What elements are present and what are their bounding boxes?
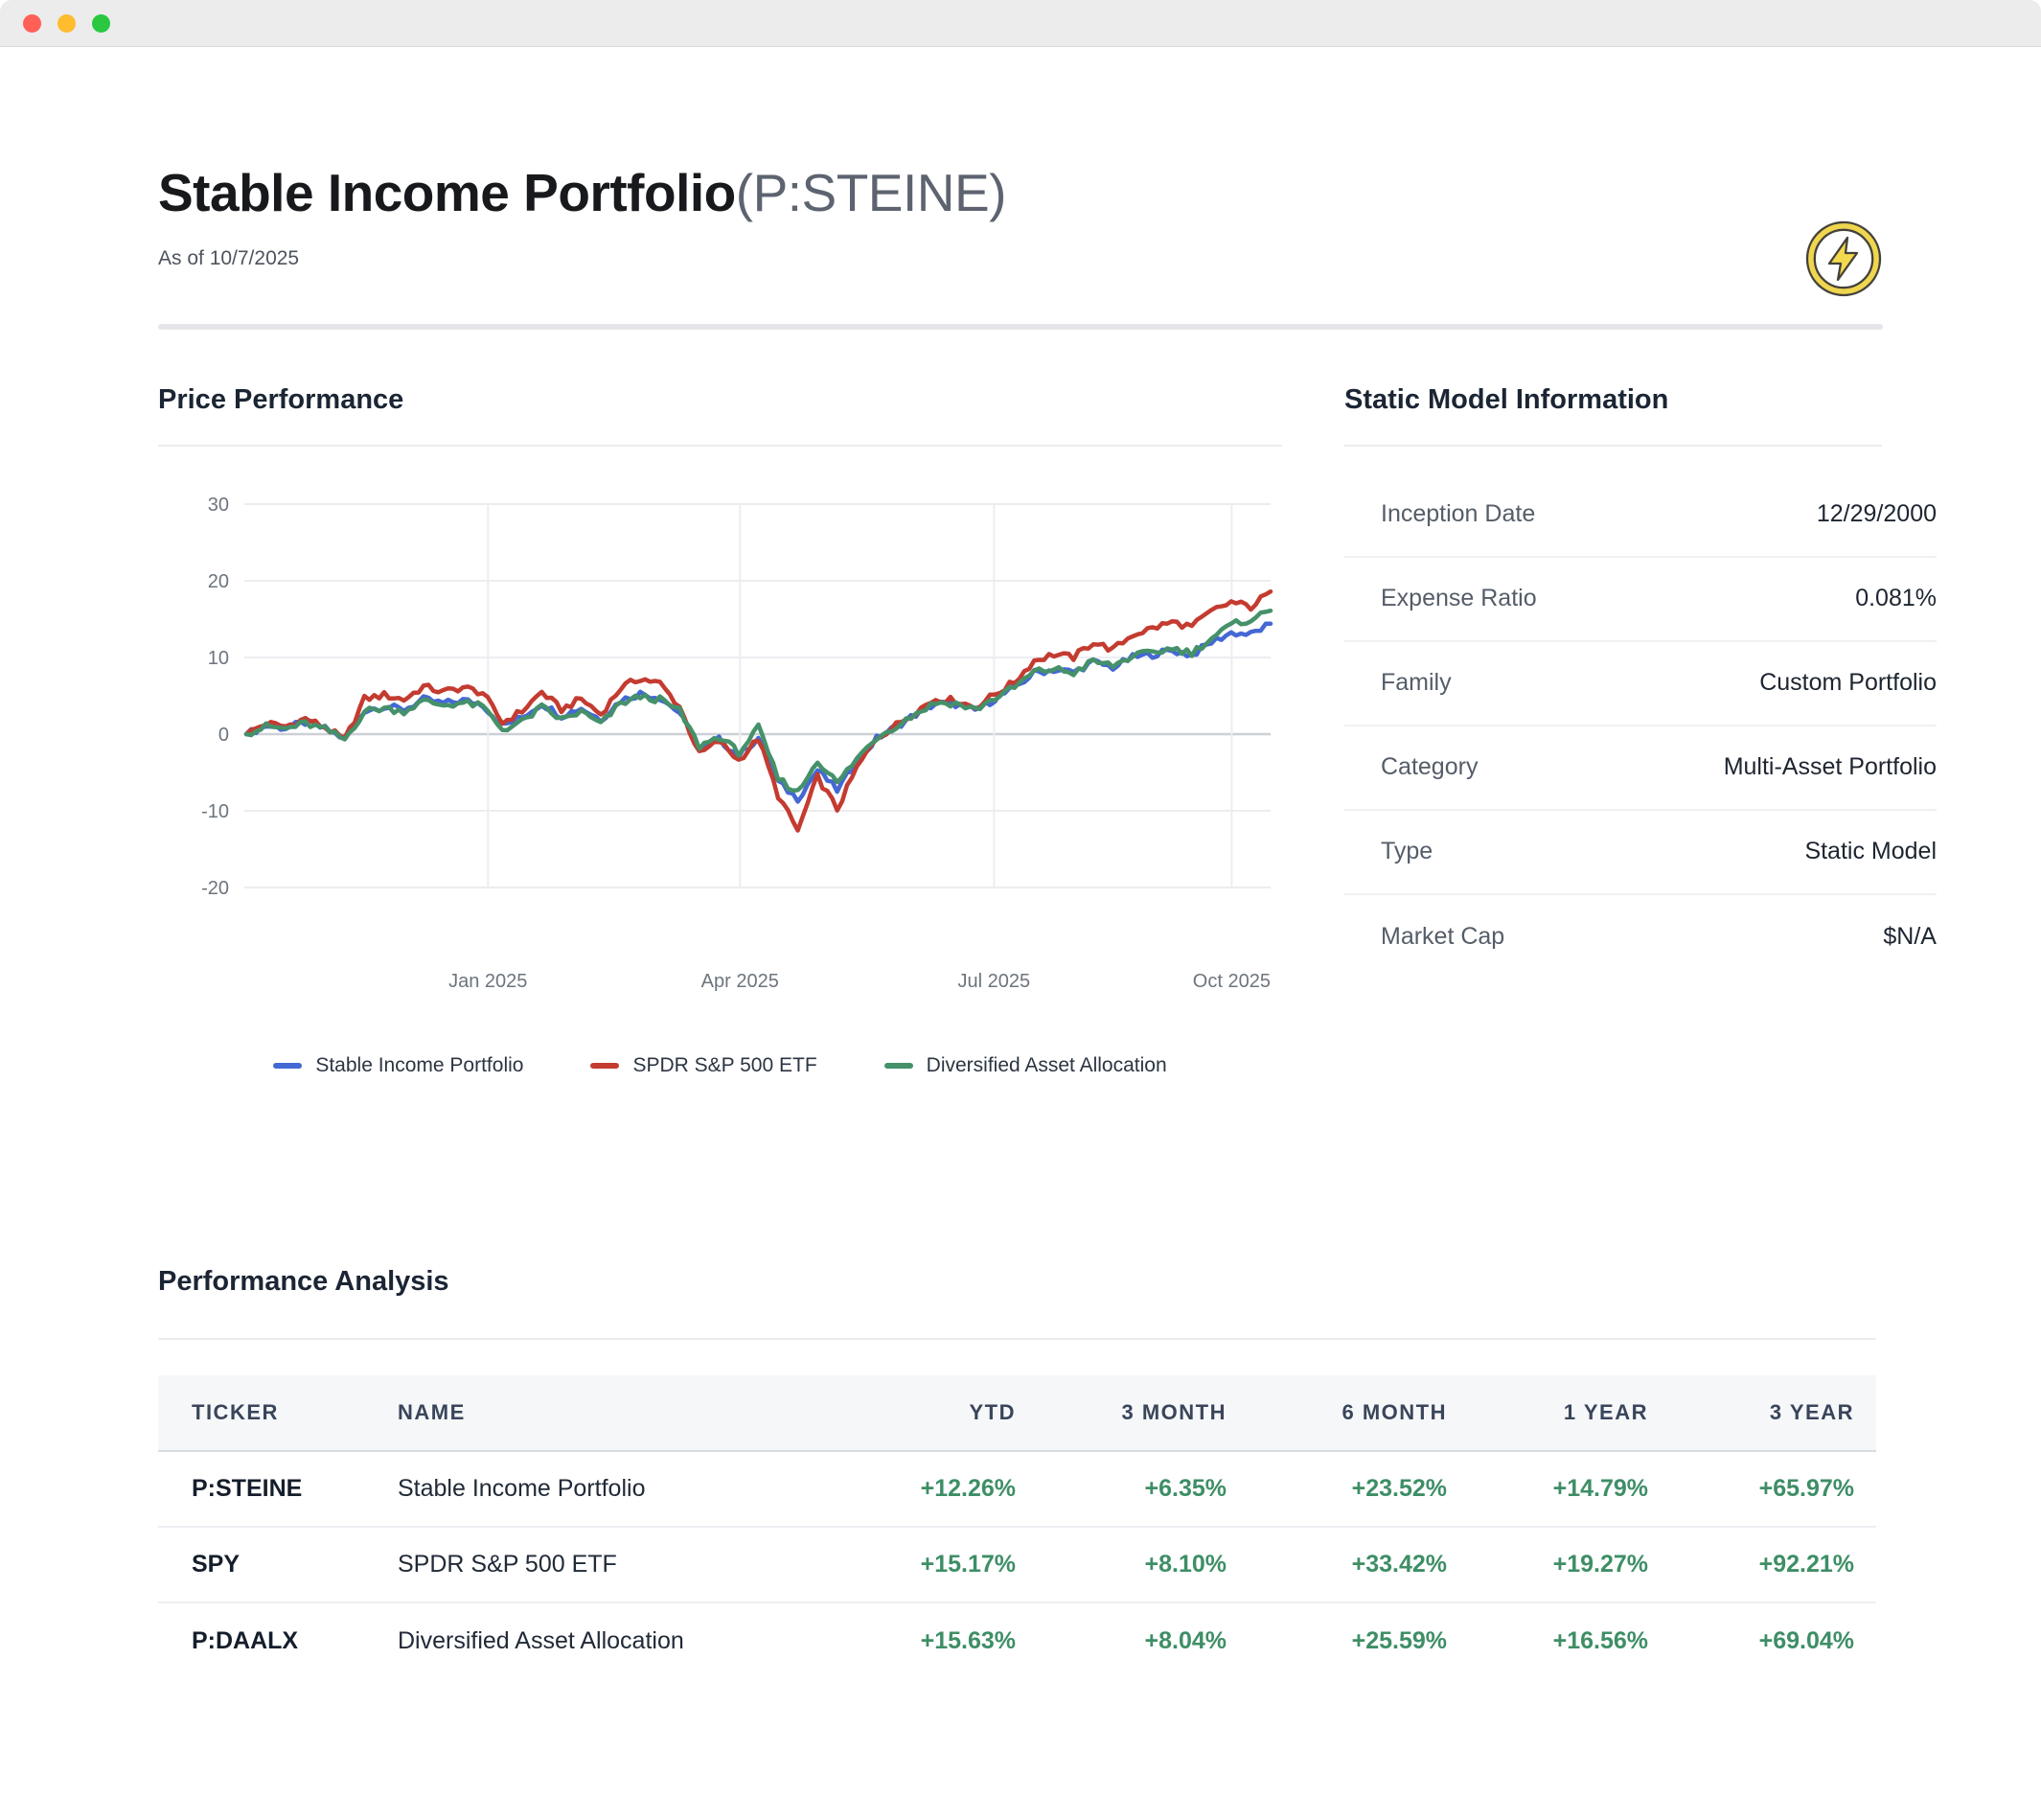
close-window-button[interactable] bbox=[23, 13, 41, 33]
return-value-cell: +15.17% bbox=[920, 1551, 1016, 1578]
model-info-value: Static Model bbox=[1804, 838, 1937, 865]
page-title: Stable Income Portfolio(P:STEINE) bbox=[158, 164, 2041, 222]
zoom-window-button[interactable] bbox=[92, 13, 110, 33]
table-row: SPY SPDR S&P 500 ETF +15.17% +8.10% +33.42% +… bbox=[158, 1528, 1876, 1604]
model-info-row: Market Cap $N/A bbox=[1344, 895, 1937, 979]
performance-table-body: P:STEINE Stable Income Portfolio +12.26% +6… bbox=[158, 1452, 1876, 1679]
column-header: 1 YEAR bbox=[1563, 1400, 1648, 1425]
header-divider bbox=[158, 323, 1883, 330]
section-title-performance-analysis: Performance Analysis bbox=[158, 1265, 449, 1297]
model-info-label: Category bbox=[1381, 753, 1479, 781]
ticker-cell: P:STEINE bbox=[192, 1475, 303, 1503]
legend-label: Stable Income Portfolio bbox=[315, 1053, 524, 1076]
x-axis-tick: Jul 2025 bbox=[958, 971, 1031, 992]
model-info-label: Expense Ratio bbox=[1381, 585, 1537, 612]
x-axis-tick: Apr 2025 bbox=[701, 971, 779, 992]
performance-analysis-section: Performance Analysis TICKER NAME YTD 3 MONT… bbox=[158, 1266, 2041, 1679]
legend-item[interactable]: Stable Income Portfolio bbox=[273, 1054, 523, 1077]
table-row: P:STEINE Stable Income Portfolio +12.26% +6… bbox=[158, 1452, 1876, 1529]
model-info-list: Inception Date 12/29/2000 Expense Ratio 0.0… bbox=[1344, 473, 1937, 979]
table-row: P:DAALX Diversified Asset Allocation +15.6… bbox=[158, 1603, 1876, 1679]
model-info-label: Inception Date bbox=[1381, 500, 1536, 528]
lightning-icon bbox=[1805, 220, 1882, 297]
model-info-value: $N/A bbox=[1883, 923, 1937, 951]
y-axis-tick: 10 bbox=[208, 648, 229, 669]
legend-swatch bbox=[883, 1062, 913, 1069]
model-info-value: Custom Portfolio bbox=[1759, 669, 1937, 697]
legend-label: SPDR S&P 500 ETF bbox=[632, 1053, 817, 1076]
return-value-cell: +6.35% bbox=[1144, 1475, 1227, 1503]
price-performance-section: Price Performance 30 20 10 0 -10 -20 Jan 2025 A… bbox=[158, 384, 1282, 1077]
return-value-cell: +33.42% bbox=[1351, 1551, 1447, 1578]
name-cell: Diversified Asset Allocation bbox=[398, 1627, 684, 1655]
ticker-cell: P:DAALX bbox=[192, 1627, 299, 1655]
return-value-cell: +8.04% bbox=[1144, 1627, 1227, 1655]
x-axis-tick: Jan 2025 bbox=[448, 971, 527, 992]
column-header: TICKER bbox=[192, 1400, 279, 1425]
column-header: NAME bbox=[398, 1400, 466, 1425]
section-divider bbox=[158, 444, 1282, 447]
name-cell: SPDR S&P 500 ETF bbox=[398, 1551, 617, 1578]
section-divider bbox=[1344, 444, 1882, 447]
column-header: 6 MONTH bbox=[1342, 1400, 1447, 1425]
return-value-cell: +14.79% bbox=[1552, 1475, 1648, 1503]
performance-table-header: TICKER NAME YTD 3 MONTH 6 MONTH 1 YEAR 3 YEAR bbox=[158, 1375, 1876, 1453]
model-info-label: Family bbox=[1381, 669, 1452, 697]
window-titlebar bbox=[0, 0, 2041, 47]
page-header: Stable Income Portfolio(P:STEINE) As of … bbox=[158, 47, 2041, 270]
column-header: 3 MONTH bbox=[1121, 1400, 1227, 1425]
column-header: 3 YEAR bbox=[1769, 1400, 1854, 1425]
model-info-value: Multi-Asset Portfolio bbox=[1723, 753, 1937, 781]
as-of-date: As of 10/7/2025 bbox=[158, 246, 300, 269]
model-info-value: 12/29/2000 bbox=[1816, 500, 1937, 528]
name-cell: Stable Income Portfolio bbox=[398, 1475, 646, 1503]
y-axis-tick: 20 bbox=[208, 571, 229, 592]
return-value-cell: +65.97% bbox=[1758, 1475, 1854, 1503]
y-axis-tick: 0 bbox=[218, 725, 229, 746]
price-performance-chart[interactable]: 30 20 10 0 -10 -20 Jan 2025 Apr 2025 Jul 2025 Oct… bbox=[158, 464, 1282, 1010]
legend-item[interactable]: Diversified Asset Allocation bbox=[883, 1053, 1167, 1077]
y-axis-tick: -20 bbox=[201, 878, 229, 899]
legend-swatch bbox=[590, 1062, 620, 1069]
model-info-label: Market Cap bbox=[1381, 923, 1505, 951]
chart-legend: Stable Income Portfolio SPDR S&P 500 ETF D… bbox=[158, 1054, 1282, 1077]
return-value-cell: +69.04% bbox=[1758, 1627, 1854, 1655]
section-title-model-info: Static Model Information bbox=[1344, 383, 1669, 415]
section-divider bbox=[158, 1338, 1876, 1341]
section-title-price-performance: Price Performance bbox=[158, 383, 404, 415]
portfolio-name: Stable Income Portfolio bbox=[158, 163, 736, 222]
y-axis-tick: -10 bbox=[201, 801, 229, 822]
return-value-cell: +12.26% bbox=[920, 1475, 1016, 1503]
minimize-window-button[interactable] bbox=[57, 13, 76, 33]
return-value-cell: +19.27% bbox=[1552, 1551, 1648, 1578]
return-value-cell: +16.56% bbox=[1552, 1627, 1648, 1655]
y-axis-tick: 30 bbox=[208, 495, 229, 516]
model-info-row: Type Static Model bbox=[1344, 811, 1937, 895]
legend-item[interactable]: SPDR S&P 500 ETF bbox=[590, 1053, 817, 1077]
model-info-row: Inception Date 12/29/2000 bbox=[1344, 473, 1937, 558]
model-info-section: Static Model Information Inception Date 1… bbox=[1344, 384, 1937, 979]
return-value-cell: +92.21% bbox=[1758, 1551, 1854, 1578]
legend-label: Diversified Asset Allocation bbox=[926, 1053, 1167, 1076]
portfolio-ticker: (P:STEINE) bbox=[735, 163, 1007, 222]
return-value-cell: +23.52% bbox=[1351, 1475, 1447, 1503]
series-line bbox=[243, 588, 1273, 833]
return-value-cell: +15.63% bbox=[920, 1627, 1016, 1655]
column-header: YTD bbox=[969, 1400, 1016, 1425]
ticker-cell: SPY bbox=[192, 1551, 241, 1578]
model-info-row: Family Custom Portfolio bbox=[1344, 642, 1937, 726]
report-page: Stable Income Portfolio(P:STEINE) As of … bbox=[0, 47, 2041, 1679]
model-info-row: Expense Ratio 0.081% bbox=[1344, 558, 1937, 642]
model-info-label: Type bbox=[1381, 838, 1433, 865]
return-value-cell: +25.59% bbox=[1351, 1627, 1447, 1655]
model-info-value: 0.081% bbox=[1855, 585, 1937, 612]
return-value-cell: +8.10% bbox=[1144, 1551, 1227, 1578]
performance-table: TICKER NAME YTD 3 MONTH 6 MONTH 1 YEAR 3 YEAR … bbox=[158, 1375, 1876, 1679]
legend-swatch bbox=[273, 1062, 303, 1069]
x-axis-tick: Oct 2025 bbox=[1193, 971, 1271, 992]
series-line bbox=[243, 608, 1273, 793]
model-info-row: Category Multi-Asset Portfolio bbox=[1344, 726, 1937, 811]
